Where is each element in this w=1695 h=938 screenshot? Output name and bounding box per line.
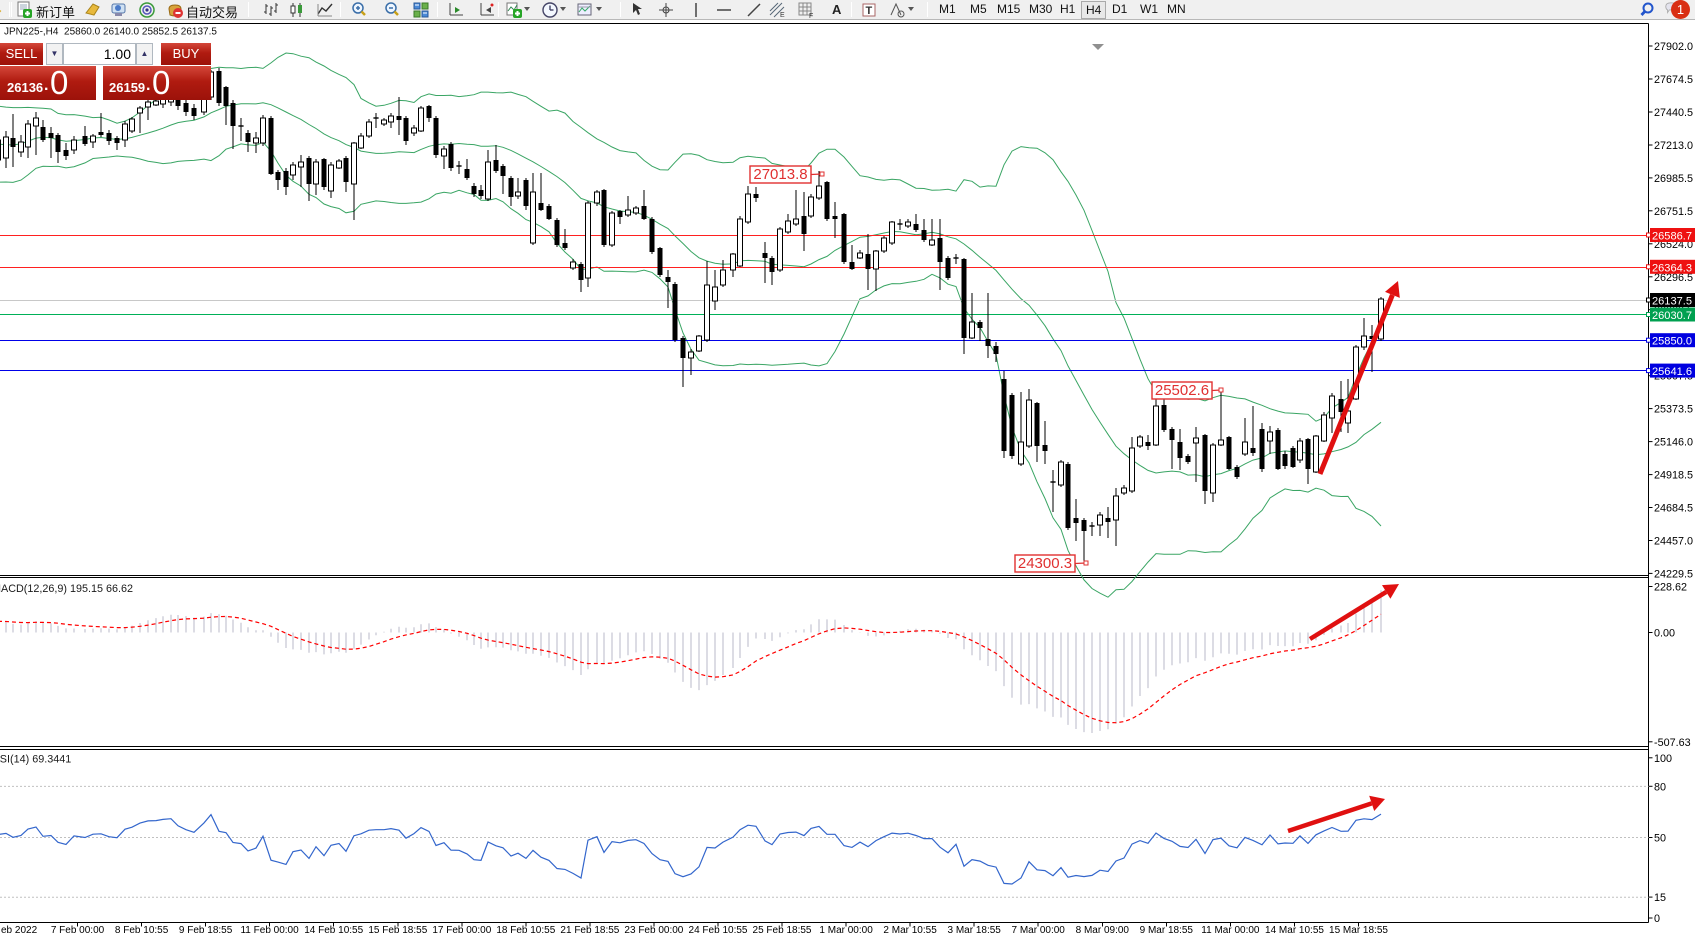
svg-text:14 Feb 10:55: 14 Feb 10:55 xyxy=(304,925,363,936)
svg-text:26364.3: 26364.3 xyxy=(1652,262,1692,274)
svg-text:24684.5: 24684.5 xyxy=(1654,503,1693,515)
svg-text:RSI(14) 69.3441: RSI(14) 69.3441 xyxy=(0,754,71,766)
svg-text:24229.5: 24229.5 xyxy=(1654,568,1693,580)
svg-text:26296.5: 26296.5 xyxy=(1654,272,1693,284)
svg-text:50: 50 xyxy=(1654,833,1666,845)
svg-text:24457.0: 24457.0 xyxy=(1654,536,1693,548)
svg-text:8 Mar 09:00: 8 Mar 09:00 xyxy=(1076,925,1130,936)
svg-text:9 Feb 18:55: 9 Feb 18:55 xyxy=(179,925,233,936)
svg-text:15: 15 xyxy=(1654,892,1666,904)
svg-text:3 Mar 18:55: 3 Mar 18:55 xyxy=(948,925,1002,936)
svg-text:8 Feb 10:55: 8 Feb 10:55 xyxy=(115,925,169,936)
svg-text:eb 2022: eb 2022 xyxy=(1,925,38,936)
svg-text:25373.5: 25373.5 xyxy=(1654,404,1693,416)
svg-text:24918.5: 24918.5 xyxy=(1654,470,1693,482)
svg-text:26985.5: 26985.5 xyxy=(1654,173,1693,185)
svg-text:14 Mar 10:55: 14 Mar 10:55 xyxy=(1265,925,1324,936)
svg-text:9 Mar 18:55: 9 Mar 18:55 xyxy=(1140,925,1194,936)
svg-text:26137.5: 26137.5 xyxy=(1652,296,1692,308)
svg-text:27013.8: 27013.8 xyxy=(753,166,807,183)
svg-text:F: F xyxy=(809,13,813,19)
svg-text:100: 100 xyxy=(1654,753,1672,765)
svg-text:24 Feb 10:55: 24 Feb 10:55 xyxy=(689,925,748,936)
svg-text:T: T xyxy=(866,5,873,17)
svg-text:26751.5: 26751.5 xyxy=(1654,206,1693,218)
svg-text:JPN225-,H4 25860.0 26140.0 25: JPN225-,H4 25860.0 26140.0 25852.5 26137… xyxy=(4,27,217,38)
svg-text:18 Feb 10:55: 18 Feb 10:55 xyxy=(496,925,555,936)
svg-text:0.00: 0.00 xyxy=(1654,628,1675,640)
svg-text:25641.6: 25641.6 xyxy=(1652,366,1692,378)
svg-text:25 Feb 18:55: 25 Feb 18:55 xyxy=(753,925,812,936)
svg-text:15 Feb 18:55: 15 Feb 18:55 xyxy=(368,925,427,936)
svg-text:80: 80 xyxy=(1654,781,1666,793)
svg-text:7 Mar 00:00: 7 Mar 00:00 xyxy=(1012,925,1066,936)
svg-text:27213.0: 27213.0 xyxy=(1654,140,1693,152)
svg-text:26030.7: 26030.7 xyxy=(1652,310,1692,322)
svg-text:24300.3: 24300.3 xyxy=(1018,555,1072,572)
svg-text:MACD(12,26,9) 195.15 66.62: MACD(12,26,9) 195.15 66.62 xyxy=(0,583,133,595)
svg-text:E: E xyxy=(780,12,785,19)
svg-text:15 Mar 18:55: 15 Mar 18:55 xyxy=(1329,925,1388,936)
svg-text:25850.0: 25850.0 xyxy=(1652,336,1692,348)
svg-text:17 Feb 00:00: 17 Feb 00:00 xyxy=(432,925,491,936)
svg-text:25502.6: 25502.6 xyxy=(1155,382,1209,399)
svg-text:-507.63: -507.63 xyxy=(1654,737,1691,749)
svg-text:7 Feb 00:00: 7 Feb 00:00 xyxy=(51,925,105,936)
svg-text:27674.5: 27674.5 xyxy=(1654,74,1693,86)
svg-text:2 Mar 10:55: 2 Mar 10:55 xyxy=(883,925,937,936)
svg-text:27440.5: 27440.5 xyxy=(1654,107,1693,119)
svg-text:23 Feb 00:00: 23 Feb 00:00 xyxy=(624,925,683,936)
svg-text:25146.0: 25146.0 xyxy=(1654,437,1693,449)
svg-text:228.62: 228.62 xyxy=(1654,582,1687,594)
svg-text:21 Feb 18:55: 21 Feb 18:55 xyxy=(560,925,619,936)
svg-text:11 Feb 00:00: 11 Feb 00:00 xyxy=(240,925,299,936)
svg-text:1 Mar 00:00: 1 Mar 00:00 xyxy=(819,925,873,936)
svg-text:0: 0 xyxy=(1654,913,1660,925)
svg-text:11 Mar 00:00: 11 Mar 00:00 xyxy=(1201,925,1260,936)
svg-text:26586.7: 26586.7 xyxy=(1652,231,1692,243)
svg-text:27902.0: 27902.0 xyxy=(1654,41,1693,53)
